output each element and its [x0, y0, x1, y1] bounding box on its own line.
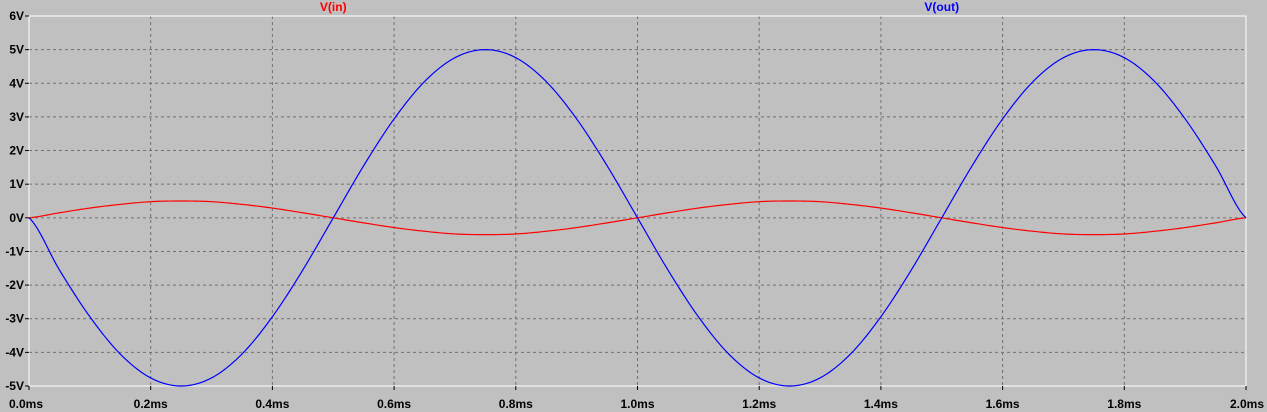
x-tick-label: 0.4ms: [255, 397, 289, 411]
y-tick-label: 6V: [9, 9, 24, 23]
y-tick-label: 3V: [9, 110, 24, 124]
y-tick-label: 2V: [9, 144, 24, 158]
x-tick-label: 0.0ms: [9, 397, 43, 411]
y-tick-label: -1V: [5, 244, 24, 258]
legend: V(in) V(out): [320, 0, 959, 14]
y-tick-label: -2V: [5, 278, 24, 292]
y-tick-label: 0V: [9, 211, 24, 225]
x-tick-label: 1.0ms: [620, 397, 654, 411]
series-lines: [28, 49, 1247, 387]
y-tick-label: 1V: [9, 177, 24, 191]
x-tick-label: 0.6ms: [377, 397, 411, 411]
y-tick-label: 4V: [9, 76, 24, 90]
x-tick-label: 2.0ms: [1230, 397, 1264, 411]
legend-label: V(out): [924, 0, 959, 14]
x-tick-label: 1.8ms: [1107, 397, 1141, 411]
y-axis-tick-labels: 6V 5V 4V 3V 2V 1V 0V -1V -2V -3V -4V -5V: [5, 9, 29, 393]
legend-label: V(in): [320, 0, 347, 14]
x-tick-label: 1.4ms: [864, 397, 898, 411]
x-axis-tick-labels: 0.0ms 0.2ms 0.4ms 0.6ms 0.8ms 1.0ms 1.2ms 1.4ms…: [9, 386, 1264, 411]
x-tick-label: 1.6ms: [986, 397, 1020, 411]
x-tick-label: 0.8ms: [499, 397, 533, 411]
y-tick-label: 5V: [9, 43, 24, 57]
y-tick-label: -3V: [5, 312, 24, 326]
y-tick-label: -5V: [5, 379, 24, 393]
y-tick-label: -4V: [5, 345, 24, 359]
x-tick-label: 1.2ms: [742, 397, 776, 411]
x-tick-label: 0.2ms: [134, 397, 168, 411]
series-line-vout: [28, 49, 1247, 387]
